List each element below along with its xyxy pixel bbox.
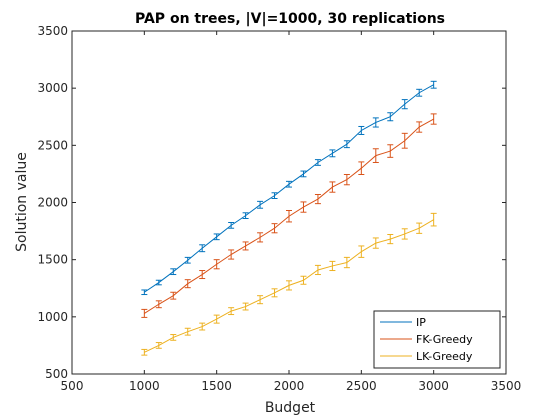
y-tick-label: 2000 — [37, 196, 68, 210]
error-bar — [387, 234, 394, 245]
error-bar — [184, 327, 191, 336]
legend-entry: FK-Greedy — [380, 333, 473, 346]
error-bar — [358, 245, 365, 258]
error-bar — [228, 222, 235, 229]
error-bar — [286, 280, 292, 291]
error-bar — [358, 161, 365, 175]
error-bar — [141, 308, 148, 318]
error-bar — [286, 210, 292, 223]
error-bar — [170, 291, 177, 300]
error-bar — [430, 80, 437, 89]
error-bar — [228, 307, 235, 316]
error-bar — [286, 180, 292, 188]
error-bar — [184, 256, 191, 264]
y-tick-label: 3000 — [37, 81, 68, 95]
error-bar — [343, 256, 350, 269]
y-tick-label: 2500 — [37, 138, 68, 152]
error-bar — [242, 212, 249, 220]
error-bar — [300, 201, 307, 213]
error-bar — [300, 170, 307, 178]
error-bar — [314, 264, 321, 276]
series-fk-greedy — [141, 113, 437, 318]
x-tick-label: 1000 — [129, 379, 160, 393]
chart-title: PAP on trees, |V|=1000, 30 replications — [135, 11, 445, 27]
error-bar — [372, 148, 379, 163]
error-bar — [155, 300, 162, 309]
error-bar — [141, 289, 148, 296]
y-tick-label: 1000 — [37, 310, 68, 324]
error-bar — [199, 244, 206, 253]
error-bar — [401, 99, 408, 110]
legend-label: LK-Greedy — [416, 350, 473, 363]
x-tick-label: 500 — [61, 379, 84, 393]
error-bar — [257, 200, 264, 209]
x-tick-label: 3500 — [491, 379, 522, 393]
legend-entry: IP — [380, 316, 426, 329]
error-bar — [387, 112, 394, 122]
error-bar — [242, 302, 249, 311]
error-bar — [430, 113, 437, 125]
error-bar — [170, 268, 177, 276]
series-lk-greedy — [141, 212, 437, 356]
error-bar — [271, 223, 278, 234]
error-bar — [155, 342, 162, 349]
error-bar — [343, 140, 350, 149]
error-bar — [199, 270, 206, 280]
error-bar — [430, 212, 437, 227]
error-bar — [416, 121, 423, 133]
error-bar — [329, 149, 336, 158]
legend: IP FK-Greedy LK-Greedy — [373, 310, 501, 369]
y-tick-label: 1500 — [37, 253, 68, 267]
error-bar — [329, 260, 336, 272]
series-ip — [141, 80, 437, 296]
error-bar — [271, 192, 278, 199]
error-bar — [228, 249, 235, 260]
y-tick-label: 3500 — [37, 24, 68, 38]
error-bar — [314, 159, 321, 166]
x-tick-label: 3000 — [418, 379, 449, 393]
error-bar — [372, 237, 379, 249]
x-tick-label: 2500 — [346, 379, 377, 393]
error-bar — [242, 241, 249, 251]
error-bar — [213, 259, 220, 270]
error-bar — [416, 222, 423, 234]
error-bar — [314, 193, 321, 205]
error-bar — [387, 144, 394, 158]
error-bar — [271, 288, 278, 298]
x-tick-label: 2000 — [274, 379, 305, 393]
legend-label: IP — [416, 316, 426, 329]
error-bar — [401, 228, 408, 240]
error-bar — [141, 348, 148, 356]
error-bar — [213, 233, 220, 241]
error-bar — [401, 132, 408, 149]
error-bar — [213, 314, 220, 324]
error-bar — [300, 275, 307, 285]
y-tick-label: 500 — [45, 367, 68, 381]
x-axis-label: Budget — [265, 400, 316, 416]
error-bar — [155, 279, 162, 286]
legend-entry: LK-Greedy — [380, 350, 473, 363]
error-bar — [416, 88, 423, 97]
error-bar — [170, 334, 177, 341]
error-bar — [343, 173, 350, 186]
x-tick-label: 1500 — [201, 379, 232, 393]
legend-label: FK-Greedy — [416, 333, 473, 346]
error-bar — [184, 279, 191, 289]
error-bar — [257, 232, 264, 243]
error-bar — [372, 117, 379, 128]
error-bar — [358, 125, 365, 135]
y-axis-label: Solution value — [14, 152, 30, 252]
error-bar — [257, 295, 264, 305]
error-bar — [329, 181, 336, 193]
error-bar — [199, 322, 206, 331]
